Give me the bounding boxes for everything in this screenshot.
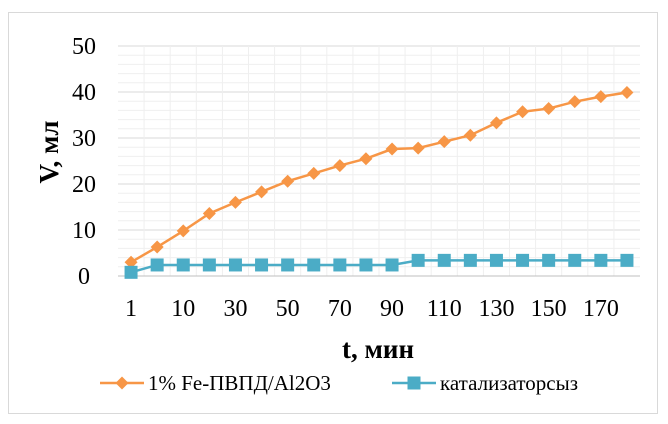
data-point	[203, 258, 216, 271]
data-point	[333, 159, 346, 172]
data-point	[125, 266, 138, 279]
legend: 1% Fe-ПВПД/Al2O3 катализаторсыз	[100, 371, 578, 395]
data-point	[620, 86, 633, 99]
data-point	[464, 254, 477, 267]
x-tick-label: 150	[531, 296, 567, 322]
data-point	[464, 129, 477, 142]
data-point	[568, 254, 581, 267]
x-tick-label: 10	[171, 296, 195, 322]
x-tick-label: 70	[328, 296, 352, 322]
y-tick-label: 10	[72, 218, 96, 244]
x-tick-label: 1	[125, 296, 137, 322]
data-point	[151, 258, 164, 271]
x-tick-label: 30	[223, 296, 247, 322]
y-tick-label: 30	[72, 126, 96, 152]
data-point	[438, 254, 451, 267]
data-point	[307, 167, 320, 180]
data-point	[229, 258, 242, 271]
data-point	[255, 258, 268, 271]
data-point	[177, 258, 190, 271]
data-point	[281, 175, 294, 188]
grid	[118, 46, 640, 276]
y-tick-label: 50	[72, 34, 96, 60]
legend-marker	[116, 377, 129, 390]
data-point	[359, 258, 372, 271]
data-point	[594, 254, 607, 267]
legend-label: катализаторсыз	[440, 371, 578, 395]
data-point	[516, 254, 529, 267]
data-point	[542, 254, 555, 267]
data-point	[412, 142, 425, 155]
data-point	[386, 143, 399, 156]
data-point	[620, 254, 633, 267]
legend-marker	[408, 377, 421, 390]
data-point	[490, 254, 503, 267]
x-tick-label: 50	[276, 296, 300, 322]
x-tick-label: 130	[478, 296, 514, 322]
data-point	[412, 254, 425, 267]
x-tick-label: 90	[380, 296, 404, 322]
data-point	[438, 135, 451, 148]
data-point	[151, 241, 164, 254]
data-point	[568, 95, 581, 108]
data-point	[281, 258, 294, 271]
y-tick-label: 40	[72, 80, 96, 106]
data-point	[307, 258, 320, 271]
y-tick-label: 0	[78, 264, 90, 290]
data-point	[490, 116, 503, 129]
y-tick-label: 20	[72, 172, 96, 198]
x-axis-label: t, мин	[342, 334, 414, 364]
data-point	[542, 102, 555, 115]
data-point	[386, 258, 399, 271]
x-tick-label: 110	[427, 296, 462, 322]
data-point	[255, 185, 268, 198]
legend-label: 1% Fe-ПВПД/Al2O3	[148, 371, 331, 395]
legend-item: 1% Fe-ПВПД/Al2O3	[100, 371, 331, 395]
data-point	[333, 258, 346, 271]
data-point	[516, 105, 529, 118]
data-point	[359, 152, 372, 165]
data-point	[229, 196, 242, 209]
legend-item: катализаторсыз	[392, 371, 578, 395]
x-tick-label: 170	[583, 296, 619, 322]
y-axis-label: V, мл	[34, 120, 64, 183]
